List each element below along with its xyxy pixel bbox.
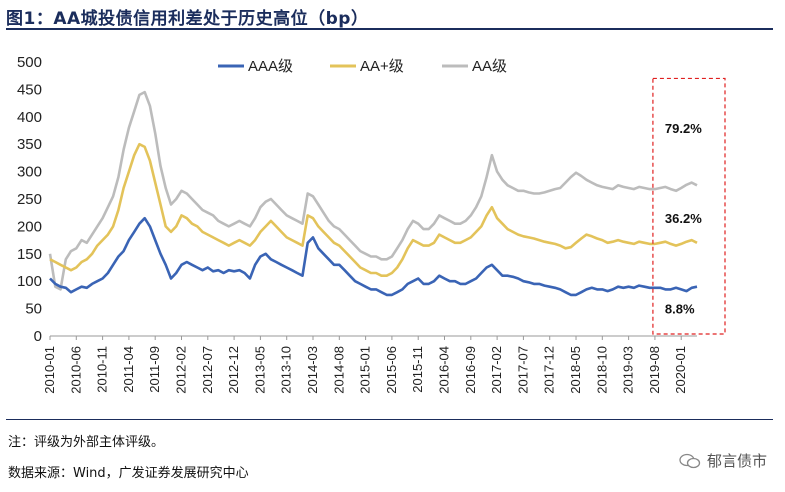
x-axis: 2010-01 2010-06 2010-11 2011-04 2011-09 2012-… — [42, 336, 688, 394]
legend-label: AA+级 — [360, 58, 404, 75]
x-tick-label: 2020-01 — [673, 346, 688, 394]
footnote: 注：评级为外部主体评级。 — [8, 435, 165, 450]
x-tick-label: 2015-01 — [358, 346, 373, 394]
y-tick-label: 150 — [17, 246, 42, 263]
footer-rule — [6, 419, 773, 420]
y-tick-label: 50 — [25, 301, 42, 318]
x-tick-label: 2013-05 — [252, 346, 267, 394]
x-tick-label: 2017-02 — [489, 346, 504, 394]
y-axis: 0 50 100 150 200 250 300 350 400 450 500 — [17, 54, 697, 345]
annotations: 79.2% 36.2% 8.8% — [665, 121, 702, 317]
legend: AAA级 AA+级 AA级 — [218, 58, 507, 75]
y-tick-label: 300 — [17, 164, 42, 181]
y-tick-label: 100 — [17, 273, 42, 290]
annotation-label: 36.2% — [665, 211, 702, 226]
x-tick-label: 2017-07 — [515, 346, 530, 394]
annotation-label: 79.2% — [665, 121, 702, 136]
watermark: 郁言债市 — [679, 450, 767, 471]
x-tick-label: 2019-03 — [621, 346, 636, 394]
y-tick-label: 250 — [17, 191, 42, 208]
series-aa-line — [48, 90, 698, 291]
x-tick-label: 2014-08 — [331, 346, 346, 394]
legend-label: AA级 — [472, 58, 507, 75]
y-tick-label: 0 — [34, 328, 42, 345]
wechat-icon — [679, 453, 701, 468]
x-tick-label: 2016-04 — [437, 346, 452, 394]
x-tick-label: 2010-01 — [42, 346, 57, 394]
x-tick-label: 2010-11 — [95, 346, 110, 393]
x-tick-label: 2013-10 — [279, 346, 294, 394]
x-tick-label: 2017-12 — [542, 346, 557, 394]
title-rule — [6, 28, 773, 30]
x-tick-label: 2012-12 — [226, 346, 241, 394]
series-aaa-line — [49, 216, 698, 297]
x-tick-label: 2016-09 — [463, 346, 478, 394]
x-tick-label: 2010-06 — [68, 346, 83, 394]
series-aa-plus-line — [49, 142, 698, 277]
x-tick-label: 2011-04 — [121, 346, 136, 393]
x-tick-label: 2014-03 — [305, 346, 320, 394]
series-layer — [48, 90, 698, 297]
x-tick-label: 2015-06 — [384, 346, 399, 394]
data-source: 数据来源：Wind，广发证券发展研究中心 — [8, 466, 249, 481]
x-tick-label: 2011-09 — [147, 346, 162, 393]
y-tick-label: 500 — [17, 54, 42, 71]
watermark-label: 郁言债市 — [706, 452, 767, 470]
y-tick-label: 400 — [17, 109, 42, 126]
x-tick-label: 2012-02 — [174, 346, 189, 394]
legend-label: AAA级 — [248, 58, 293, 75]
x-tick-label: 2018-05 — [568, 346, 583, 394]
annotation-label: 8.8% — [665, 302, 695, 317]
x-tick-label: 2019-08 — [647, 346, 662, 394]
highlight-box — [652, 77, 726, 335]
y-tick-label: 200 — [17, 218, 42, 235]
figure-title: 图1：AA城投债信用利差处于历史高位（bp） — [6, 9, 369, 29]
x-tick-label: 2012-07 — [200, 346, 215, 394]
x-tick-label: 2015-11 — [410, 346, 425, 393]
y-tick-label: 450 — [17, 81, 42, 98]
x-tick-label: 2018-10 — [594, 346, 609, 394]
y-tick-label: 350 — [17, 136, 42, 153]
